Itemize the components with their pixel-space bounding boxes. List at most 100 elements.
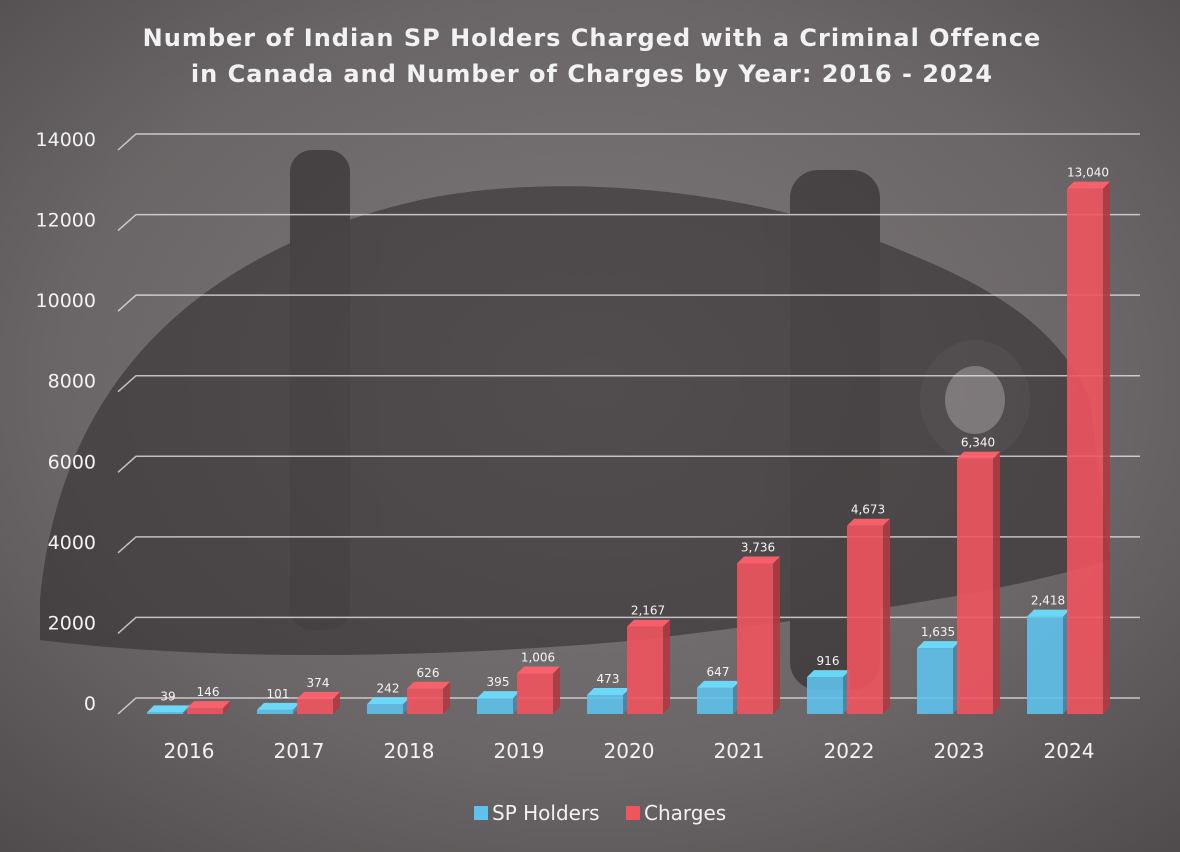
bar-charges-2024: 13,040	[1067, 166, 1110, 714]
bar-top	[917, 641, 960, 649]
data-label: 395	[487, 675, 510, 689]
x-tick-label: 2018	[384, 739, 435, 763]
bar-top	[847, 518, 890, 526]
bar-front	[627, 626, 663, 714]
x-axis: 2016 2017 2018 2019 2020 2021 2022 2023 2024	[164, 739, 1095, 763]
bar-sp-holders-2023: 1,635	[917, 625, 960, 714]
legend-label-charges: Charges	[644, 801, 726, 825]
bar-top	[587, 687, 630, 695]
x-tick-label: 2023	[934, 739, 985, 763]
y-tick-label: 2000	[48, 612, 96, 634]
y-tick-label: 0	[84, 693, 96, 715]
bar-front	[257, 709, 293, 714]
legend-swatch-sp-holders	[474, 806, 488, 820]
bar-front	[847, 525, 883, 714]
y-tick-label: 12000	[36, 210, 96, 232]
bar-side	[443, 681, 450, 714]
x-tick-label: 2021	[714, 739, 765, 763]
gridline-8000	[117, 374, 1140, 393]
data-label: 146	[197, 685, 220, 699]
gridline-0	[117, 697, 1140, 715]
bar-top	[737, 556, 780, 564]
bar-side	[883, 518, 890, 714]
data-label: 916	[817, 654, 840, 668]
bar-front	[1067, 188, 1103, 714]
bar-top	[1067, 181, 1110, 189]
chart-title: Number of Indian SP Holders Charged with…	[143, 24, 1042, 52]
x-tick-label: 2022	[824, 739, 875, 763]
data-label: 1,006	[521, 650, 555, 664]
gridline-12000	[117, 213, 1140, 232]
bar-top	[187, 701, 230, 709]
bar-front	[367, 704, 403, 714]
data-label: 647	[707, 665, 730, 679]
data-label: 13,040	[1067, 166, 1109, 180]
bar-top	[957, 451, 1000, 459]
data-label: 39	[160, 689, 175, 703]
bar-charges-2023: 6,340	[957, 436, 1000, 714]
x-tick-label: 2020	[604, 739, 655, 763]
gridline-2000	[117, 616, 1140, 634]
bar-sp-holders-2018: 242	[367, 681, 410, 714]
bar-charges-2020: 2,167	[627, 604, 670, 714]
bar-front	[297, 698, 333, 714]
gridlines	[117, 133, 1140, 715]
y-tick-label: 4000	[48, 532, 96, 554]
y-tick-label: 10000	[36, 290, 96, 312]
bar-side	[333, 691, 340, 714]
bar-sp-holders-2016: 39	[147, 689, 190, 714]
legend-label-sp-holders: SP Holders	[492, 801, 600, 825]
data-label: 6,340	[961, 436, 995, 450]
bar-charges-2021: 3,736	[737, 540, 780, 714]
data-label: 101	[267, 687, 290, 701]
data-label: 626	[417, 666, 440, 680]
y-tick-label: 8000	[48, 371, 96, 393]
bar-charges-2019: 1,006	[517, 650, 560, 714]
bar-front	[917, 648, 953, 714]
y-tick-label: 14000	[36, 129, 96, 151]
chart-subtitle: in Canada and Number of Charges by Year:…	[191, 60, 993, 88]
bar-sp-holders-2020: 473	[587, 672, 630, 714]
bar-sp-holders-2024: 2,418	[1027, 594, 1070, 714]
data-label: 2,418	[1031, 594, 1065, 608]
data-label: 2,167	[631, 604, 665, 618]
bar-front	[697, 687, 733, 714]
bar-side	[993, 451, 1000, 714]
bar-top	[147, 705, 190, 713]
bar-sp-holders-2017: 101	[257, 687, 300, 714]
legend: SP Holders Charges	[474, 801, 726, 825]
bar-side	[553, 666, 560, 714]
gridline-14000	[117, 133, 1140, 151]
bar-top	[697, 680, 740, 688]
bar-front	[187, 708, 223, 714]
data-label: 3,736	[741, 540, 775, 554]
bar-top	[1027, 609, 1070, 617]
x-tick-label: 2017	[274, 739, 325, 763]
gridline-4000	[117, 536, 1140, 554]
bar-front	[587, 694, 623, 714]
gridline-6000	[117, 455, 1140, 473]
bar-charges-2017: 374	[297, 676, 340, 714]
y-tick-label: 6000	[48, 451, 96, 473]
bar-side	[773, 556, 780, 714]
bar-top	[477, 691, 520, 699]
bar-front	[477, 698, 513, 714]
bar-side	[1103, 181, 1110, 714]
legend-swatch-charges	[626, 806, 640, 820]
bar-side	[223, 701, 230, 714]
y-axis: 0 2000 4000 6000 8000 10000 12000 14000	[36, 129, 96, 715]
data-label: 473	[597, 672, 620, 686]
bar-side	[663, 619, 670, 714]
bar-front	[1027, 616, 1063, 714]
data-label: 4,673	[851, 503, 885, 517]
bar-charges-2018: 626	[407, 666, 450, 714]
bar-top	[407, 681, 450, 689]
bar-charges-2022: 4,673	[847, 503, 890, 714]
bar-top	[257, 702, 300, 710]
bar-top	[517, 666, 560, 674]
bar-sp-holders-2019: 395	[477, 675, 520, 714]
x-tick-label: 2016	[164, 739, 215, 763]
bars: 39 146 101 374 242 626 395 1,006 473 2,167 647 3,73…	[147, 166, 1110, 714]
x-tick-label: 2019	[494, 739, 545, 763]
